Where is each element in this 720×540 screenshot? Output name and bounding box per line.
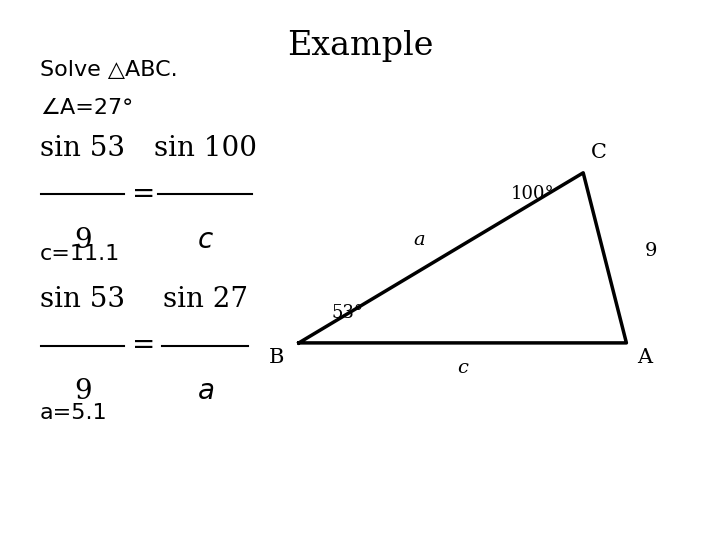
Text: 9: 9 <box>644 242 657 260</box>
Text: a=5.1: a=5.1 <box>40 403 107 423</box>
Text: sin 27: sin 27 <box>163 286 248 313</box>
Text: B: B <box>269 348 284 367</box>
Text: $a$: $a$ <box>197 378 214 405</box>
Text: 9: 9 <box>74 227 91 254</box>
Text: =: = <box>132 332 156 359</box>
Text: =: = <box>132 181 156 208</box>
Text: C: C <box>590 143 606 162</box>
Text: a: a <box>413 231 425 249</box>
Text: Example: Example <box>287 30 433 62</box>
Text: A: A <box>637 348 652 367</box>
Text: $c$: $c$ <box>197 227 214 254</box>
Text: ∠A=27°: ∠A=27° <box>40 98 133 118</box>
Text: sin 53: sin 53 <box>40 135 125 162</box>
Text: 100°: 100° <box>510 185 554 204</box>
Text: sin 100: sin 100 <box>153 135 257 162</box>
Text: 53°: 53° <box>331 304 363 322</box>
Text: c=11.1: c=11.1 <box>40 244 120 264</box>
Text: 9: 9 <box>74 378 91 405</box>
Text: Solve △ABC.: Solve △ABC. <box>40 60 177 80</box>
Text: sin 53: sin 53 <box>40 286 125 313</box>
Text: c: c <box>456 359 468 377</box>
